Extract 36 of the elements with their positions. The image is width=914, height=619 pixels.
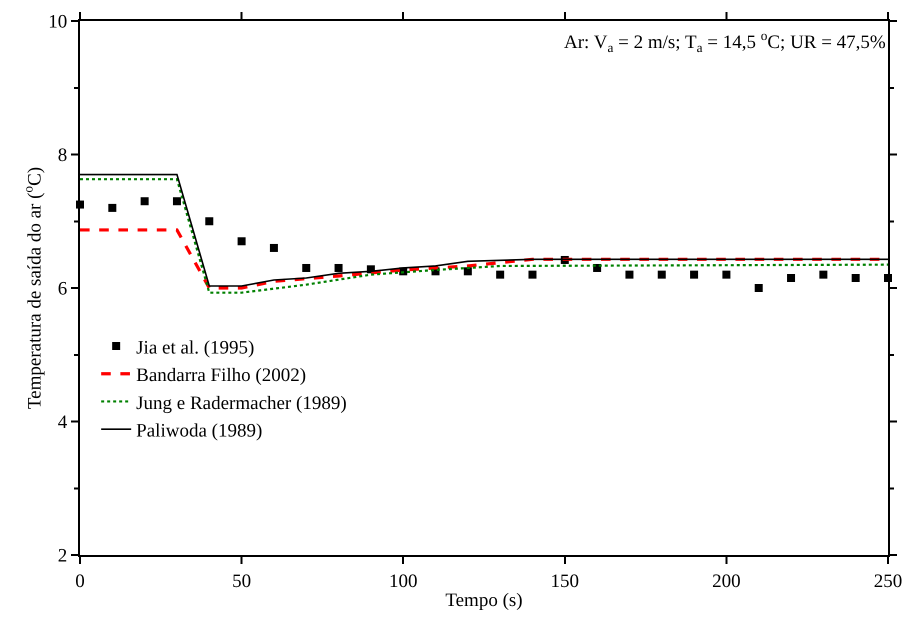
point [819,270,828,279]
point [270,244,278,252]
x-tick-label: 100 [388,570,418,592]
x-axis-title: Tempo (s) [445,590,523,612]
point [754,284,763,292]
y-tick-label: 8 [58,145,68,166]
point [140,197,149,206]
legend-label: Jia et al. (1995) [136,337,254,358]
legend-label: Paliwoda (1989) [136,420,262,442]
y-tick-label: 4 [58,412,68,434]
annotation: Ar: V$_{a}$ = 2 m/s; T$_{a}$ = 14,5 $^{o}$C; UR = 47,5% [564,28,886,55]
point [625,270,634,279]
y-tick-label: 6 [58,278,68,300]
y-tick-label: 10 [48,12,68,33]
y-tick-label: 2 [58,546,68,567]
point [722,270,730,279]
point [496,270,504,279]
point [302,264,310,272]
x-tick-label: 50 [232,570,252,592]
point [852,274,860,282]
x-tick-label: 200 [712,570,741,592]
x-tick-label: 250 [874,570,902,592]
point [658,270,666,279]
x-tick-label: 150 [550,570,580,592]
point [108,204,116,212]
legend-label: Jung e Radermacher (1989) [136,392,347,414]
point [528,270,536,279]
x-tick-label: 0 [75,570,85,592]
point [690,270,698,279]
point [464,267,472,276]
point [334,264,343,272]
point [787,274,796,282]
legend-label: Bandarra Filho (2002) [136,365,306,386]
point [238,237,246,246]
point [172,197,181,206]
point [205,217,214,226]
